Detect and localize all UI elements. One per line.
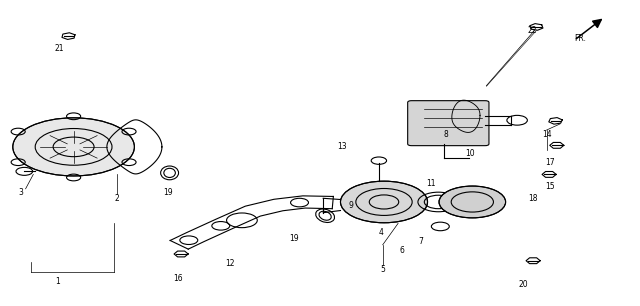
Text: 9: 9: [348, 200, 353, 210]
Text: 11: 11: [426, 179, 435, 188]
Text: 15: 15: [545, 182, 556, 191]
Text: 14: 14: [542, 130, 552, 139]
Circle shape: [340, 181, 428, 223]
Text: 18: 18: [528, 194, 537, 203]
Text: 2: 2: [115, 194, 120, 203]
Circle shape: [13, 118, 134, 176]
Text: 22: 22: [528, 26, 537, 35]
Text: 10: 10: [465, 148, 476, 158]
Text: FR.: FR.: [575, 34, 586, 43]
Text: 5: 5: [380, 265, 385, 274]
FancyBboxPatch shape: [408, 101, 489, 146]
Text: 4: 4: [378, 228, 383, 237]
Text: 7: 7: [419, 237, 424, 246]
Text: 16: 16: [173, 274, 183, 283]
Text: 13: 13: [337, 142, 348, 151]
Text: 17: 17: [545, 158, 556, 167]
Text: 21: 21: [55, 44, 64, 54]
Text: 19: 19: [163, 188, 173, 197]
Text: 1: 1: [55, 277, 60, 286]
Text: 3: 3: [18, 188, 23, 197]
Text: 6: 6: [399, 246, 404, 256]
Text: 20: 20: [518, 280, 528, 289]
Text: 8: 8: [444, 130, 449, 139]
Circle shape: [439, 186, 506, 218]
Text: 12: 12: [226, 259, 235, 268]
Text: 19: 19: [289, 234, 300, 243]
